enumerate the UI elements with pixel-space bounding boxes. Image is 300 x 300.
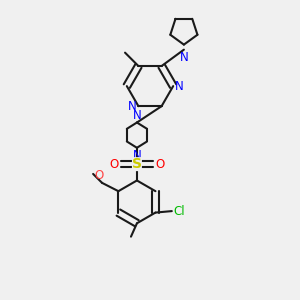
Text: S: S	[132, 157, 142, 171]
Text: O: O	[94, 169, 104, 182]
Text: N: N	[133, 109, 141, 122]
Text: N: N	[133, 149, 141, 162]
Text: O: O	[156, 158, 165, 171]
Text: N: N	[179, 51, 188, 64]
Text: N: N	[128, 100, 137, 113]
Text: N: N	[175, 80, 183, 93]
Text: O: O	[109, 158, 118, 171]
Text: Cl: Cl	[173, 205, 185, 218]
